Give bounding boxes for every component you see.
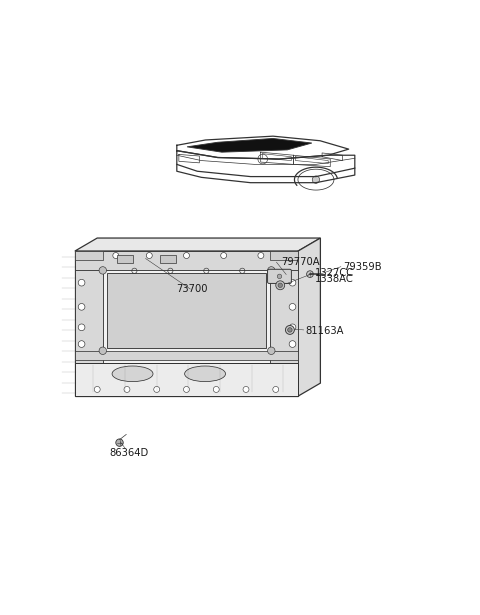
Circle shape — [288, 328, 292, 332]
Circle shape — [94, 386, 100, 392]
Circle shape — [277, 274, 282, 279]
Circle shape — [243, 386, 249, 392]
Circle shape — [124, 386, 130, 392]
Text: 79359B: 79359B — [343, 261, 381, 272]
Ellipse shape — [185, 366, 226, 382]
Text: 81163A: 81163A — [305, 326, 344, 336]
Circle shape — [289, 341, 296, 347]
Polygon shape — [75, 251, 103, 396]
Circle shape — [289, 324, 296, 331]
Circle shape — [146, 253, 152, 258]
Circle shape — [289, 279, 296, 286]
Polygon shape — [107, 274, 266, 347]
Ellipse shape — [112, 366, 153, 382]
FancyBboxPatch shape — [117, 255, 133, 263]
Circle shape — [116, 439, 123, 446]
FancyBboxPatch shape — [267, 269, 291, 284]
Circle shape — [273, 386, 279, 392]
Circle shape — [276, 281, 285, 290]
Polygon shape — [75, 251, 298, 271]
Circle shape — [78, 279, 85, 286]
Circle shape — [99, 267, 107, 274]
Polygon shape — [75, 351, 298, 360]
Polygon shape — [75, 251, 298, 396]
Circle shape — [267, 347, 275, 354]
Circle shape — [278, 283, 282, 287]
Text: 1327CC: 1327CC — [315, 268, 354, 279]
Polygon shape — [270, 251, 298, 260]
Polygon shape — [75, 251, 103, 260]
Circle shape — [113, 253, 119, 258]
Text: 79770A: 79770A — [281, 257, 320, 267]
Text: 86364D: 86364D — [109, 448, 148, 458]
Circle shape — [99, 347, 107, 354]
Circle shape — [267, 267, 275, 274]
Polygon shape — [75, 363, 298, 396]
Circle shape — [183, 253, 190, 258]
Polygon shape — [187, 138, 312, 152]
Circle shape — [312, 176, 320, 183]
FancyBboxPatch shape — [160, 255, 176, 263]
Text: 1338AC: 1338AC — [315, 274, 354, 284]
Circle shape — [307, 271, 313, 277]
Circle shape — [183, 386, 190, 392]
Polygon shape — [75, 238, 321, 251]
Circle shape — [286, 325, 294, 335]
Circle shape — [213, 386, 219, 392]
Text: 73700: 73700 — [176, 284, 208, 294]
Circle shape — [289, 304, 296, 310]
Polygon shape — [298, 238, 321, 396]
Circle shape — [221, 253, 227, 258]
Circle shape — [78, 324, 85, 331]
Circle shape — [78, 341, 85, 347]
Circle shape — [258, 253, 264, 258]
Circle shape — [78, 304, 85, 310]
Circle shape — [154, 386, 160, 392]
Polygon shape — [270, 251, 298, 396]
